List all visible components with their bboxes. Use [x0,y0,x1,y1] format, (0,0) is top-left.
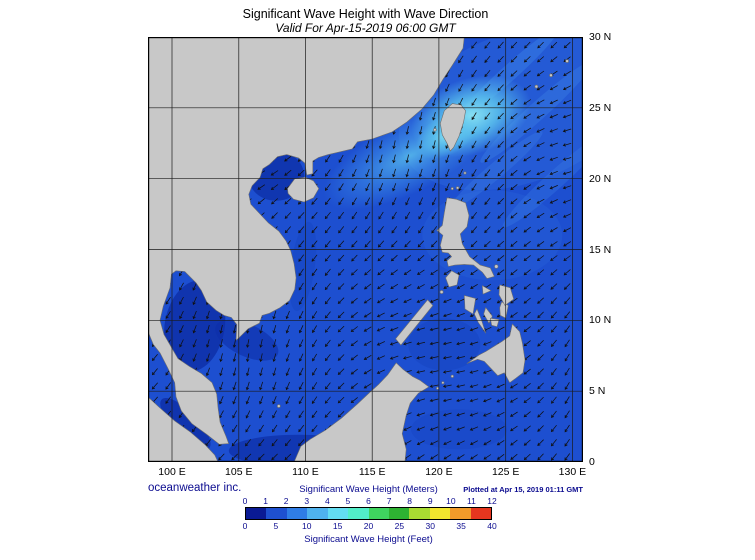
lat-label-10: 10 N [589,314,612,327]
map-frame [148,37,583,462]
feet-tick-20: 20 [363,521,374,531]
meters-tick-2: 2 [283,496,289,506]
feet-tick-10: 10 [302,521,312,531]
meters-tick-6: 6 [366,496,371,506]
chart-title: Significant Wave Height with Wave Direct… [242,7,489,21]
colorbar-segment-6 [368,508,389,519]
lat-label-15: 15 N [589,243,612,256]
meters-tick-5: 5 [345,496,351,506]
feet-tick-25: 25 [394,521,405,531]
meters-tick-8: 8 [407,496,413,506]
meters-tick-11: 11 [466,496,476,506]
graticule [148,37,583,462]
lat-label-0: 0 [589,456,595,468]
lon-label-125: 125 E [491,466,520,478]
feet-tick-35: 35 [456,521,466,531]
feet-tick-15: 15 [332,521,343,531]
lat-label-25: 25 N [589,101,612,114]
colorbar-segment-10 [450,508,471,519]
lon-label-115: 115 E [358,466,386,478]
lon-label-100: 100 E [158,466,186,478]
lat-label-30: 30 N [589,31,612,43]
colorbar-legend: Significant Wave Height (Meters) Signifi… [242,484,497,546]
colorbar-segment-1 [266,508,287,519]
chart-valid-time: Valid For Apr-15-2019 06:00 GMT [275,21,456,35]
colorbar-segment-2 [286,508,308,519]
lon-label-110: 110 E [292,466,319,478]
meters-tick-9: 9 [427,496,433,506]
meters-tick-12: 12 [487,496,497,506]
feet-tick-0: 0 [242,521,248,531]
colorbar-segment-7 [388,508,410,519]
lat-label-20: 20 N [589,172,612,185]
landmasses [148,37,569,462]
colorbar-segment-3 [307,508,328,519]
colorbar-segment-4 [327,508,349,519]
colorbar-segment-5 [348,508,369,519]
plotted-timestamp: Plotted at Apr 15, 2019 01:11 GMT [463,485,583,494]
lon-label-120: 120 E [425,466,453,478]
lon-label-105: 105 E [225,466,253,478]
meters-tick-3: 3 [304,496,310,506]
meters-tick-0: 0 [242,496,248,506]
meters-tick-1: 1 [263,496,268,506]
meters-tick-4: 4 [324,496,330,506]
wave-height-map [148,37,583,462]
feet-tick-40: 40 [487,521,497,531]
meters-tick-10: 10 [446,496,456,506]
colorbar-segment-0 [246,508,267,519]
feet-tick-5: 5 [273,521,279,531]
colorbar-segment-8 [409,508,430,519]
meters-tick-7: 7 [386,496,392,506]
lat-label-5: 5 N [589,385,606,398]
colorbar-segment-9 [429,508,451,519]
colorbar-segment-11 [470,508,492,519]
legend-title-feet: Significant Wave Height (Feet) [304,534,433,545]
credit-oceanweather: oceanweather inc. [148,482,242,494]
legend-title-meters: Significant Wave Height (Meters) [299,484,438,495]
feet-tick-30: 30 [425,521,435,531]
colorbar [245,507,492,520]
lon-label-130: 130 E [558,466,587,478]
